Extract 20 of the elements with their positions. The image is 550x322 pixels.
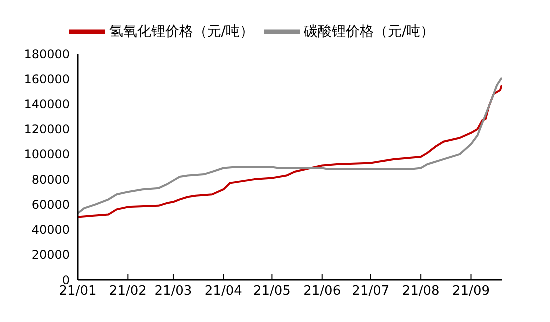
legend-label: 碳酸锂价格（元/吨） xyxy=(304,24,435,40)
y-tick-label: 80000 xyxy=(32,172,70,187)
x-tick-label: 21/01 xyxy=(59,284,97,300)
x-tick-label: 21/06 xyxy=(304,284,342,300)
y-tick-label: 40000 xyxy=(32,223,70,238)
y-tick-label: 60000 xyxy=(32,198,70,212)
y-tick-label: 120000 xyxy=(24,122,70,137)
y-tick-label: 100000 xyxy=(24,148,70,162)
x-tick-label: 21/05 xyxy=(253,284,291,300)
x-tick-label: 21/08 xyxy=(402,284,440,300)
x-tick-label: 21/07 xyxy=(352,284,390,300)
y-tick-label: 20000 xyxy=(32,248,70,262)
y-tick-label: 140000 xyxy=(24,97,70,112)
x-tick-label: 21/09 xyxy=(452,284,490,300)
y-tick-label: 160000 xyxy=(24,72,70,86)
y-tick-label: 180000 xyxy=(24,47,70,62)
legend-label: 氢氧化锂价格（元/吨） xyxy=(109,24,254,40)
x-tick-label: 21/02 xyxy=(109,284,147,300)
x-tick-label: 21/03 xyxy=(154,284,192,300)
x-tick-label: 21/04 xyxy=(204,284,242,300)
